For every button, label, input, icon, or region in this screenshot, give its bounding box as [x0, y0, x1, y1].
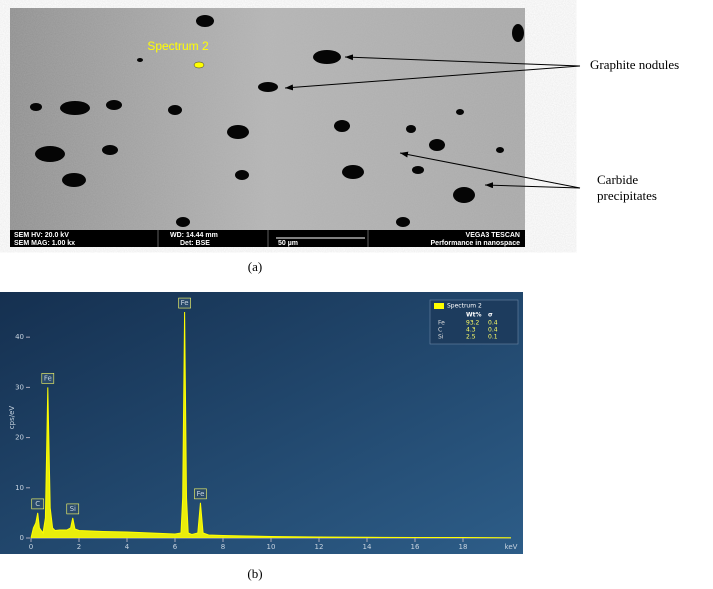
annotation: Carbide [597, 172, 638, 187]
table-header: σ [488, 312, 493, 319]
y-tick-label: 20 [15, 434, 24, 442]
x-tick-label: 6 [173, 543, 178, 551]
x-tick-label: 4 [125, 543, 130, 551]
y-tick-label: 40 [15, 333, 24, 341]
x-tick-label: 8 [221, 543, 225, 551]
x-tick-label: 10 [267, 543, 276, 551]
peak-label: Fe [44, 374, 52, 382]
table-cell: C [438, 327, 442, 334]
annotation: precipitates [597, 188, 657, 203]
table-cell: 0.4 [488, 327, 498, 334]
x-tick-label: 12 [315, 543, 324, 551]
table-cell: Si [438, 334, 444, 341]
figure: Spectrum 2 SEM HV: 20.0 kV WD: 14.44 mm … [0, 0, 713, 584]
info-text: Det: BSE [180, 240, 210, 247]
y-axis-label: cps/eV [8, 406, 16, 430]
info-text: Performance in nanospace [431, 240, 521, 247]
legend-swatch [434, 303, 444, 309]
legend-label: Spectrum 2 [447, 303, 482, 310]
spectrum-label: Spectrum 2 [147, 39, 209, 53]
peak-label: Si [70, 505, 76, 513]
table-cell: 0.4 [488, 320, 498, 327]
table-cell: Fe [438, 320, 445, 327]
y-tick-label: 10 [15, 484, 24, 492]
caption: (a) [248, 259, 262, 274]
x-tick-label: 0 [29, 543, 33, 551]
table-cell: 0.1 [488, 334, 498, 341]
x-axis-label: keV [505, 543, 518, 551]
table-cell: 4.3 [466, 327, 476, 334]
caption: (b) [247, 566, 262, 581]
peak-label: Fe [181, 299, 189, 307]
annotation: Graphite nodules [590, 57, 679, 72]
info-text: 50 µm [278, 240, 298, 247]
x-tick-label: 2 [77, 543, 81, 551]
info-text: SEM HV: 20.0 kV [14, 232, 69, 239]
peak-label: Fe [196, 490, 204, 498]
peak-label: C [35, 500, 40, 508]
sem-image: Spectrum 2 SEM HV: 20.0 kV WD: 14.44 mm … [10, 8, 525, 247]
x-tick-label: 16 [411, 543, 420, 551]
y-tick-label: 30 [15, 383, 24, 391]
info-text: WD: 14.44 mm [170, 232, 218, 239]
table-cell: 93.2 [466, 320, 480, 327]
info-text: SEM MAG: 1.00 kx [14, 240, 75, 247]
table-cell: 2.5 [466, 334, 476, 341]
info-text: VEGA3 TESCAN [466, 232, 520, 239]
table-header: Wt% [466, 312, 482, 319]
x-tick-label: 18 [459, 543, 468, 551]
y-tick-label: 0 [20, 534, 24, 542]
x-tick-label: 14 [363, 543, 372, 551]
